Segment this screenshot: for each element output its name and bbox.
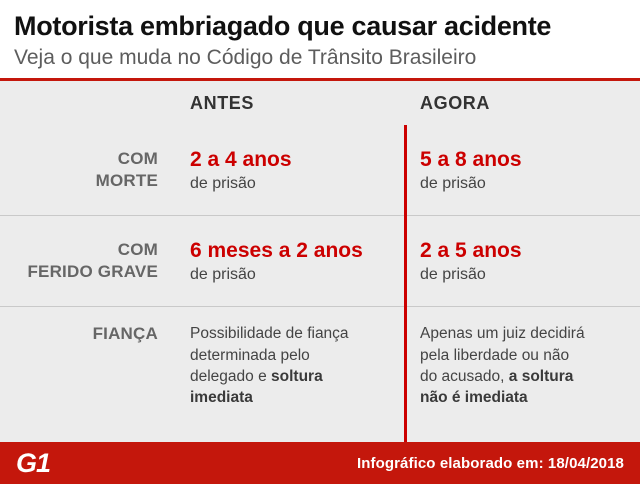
table-row-fianca: FIANÇA Possibilidade de fiança determina… <box>0 307 640 442</box>
row-label-fianca: FIANÇA <box>92 324 158 344</box>
agora-cell-com-ferido-grave: 2 a 5 anos de prisão <box>404 239 640 284</box>
agora-column-divider-line <box>404 125 407 443</box>
row-label-com-morte: COM MORTE <box>95 149 158 191</box>
before-value: 6 meses a 2 anos <box>190 238 363 262</box>
antes-cell-com-morte: 2 a 4 anos de prisão <box>178 148 404 193</box>
agora-cell-fianca: Apenas um juiz decidirá pela liberdade o… <box>404 323 640 409</box>
after-value: 2 a 5 anos <box>420 238 522 262</box>
antes-cell-fianca: Possibilidade de fiança determinada pelo… <box>178 323 404 409</box>
bottom-strip <box>0 484 640 497</box>
comparison-table: ANTES AGORA COM MORTE 2 a 4 anos de pris… <box>0 81 640 443</box>
agora-cell-com-morte: 5 a 8 anos de prisão <box>404 148 640 193</box>
column-header-agora: AGORA <box>420 92 490 113</box>
after-value: 5 a 8 anos <box>420 147 522 171</box>
antes-cell-com-ferido-grave: 6 meses a 2 anos de prisão <box>178 239 404 284</box>
column-header-antes: ANTES <box>190 92 255 113</box>
table-header-row: ANTES AGORA <box>0 81 640 125</box>
row-divider <box>0 306 640 308</box>
after-sub: de prisão <box>420 174 486 192</box>
table-row-com-morte: COM MORTE 2 a 4 anos de prisão 5 a 8 ano… <box>0 125 640 215</box>
footer-bar: G1 Infográfico elaborado em: 18/04/2018 <box>0 442 640 485</box>
table-row-com-ferido-grave: COM FERIDO GRAVE 6 meses a 2 anos de pri… <box>0 216 640 306</box>
row-divider <box>0 215 640 217</box>
page-title: Motorista embriagado que causar acidente <box>14 11 552 41</box>
before-description-bold: soltura imediata <box>190 368 323 407</box>
before-value: 2 a 4 anos <box>190 147 292 171</box>
after-description-bold: a soltura não é imediata <box>420 368 574 407</box>
before-description: Possibilidade de fiança determinada pelo… <box>190 323 358 409</box>
page-subtitle: Veja o que muda no Código de Trânsito Br… <box>14 46 477 70</box>
before-sub: de prisão <box>190 265 256 283</box>
after-description: Apenas um juiz decidirá pela liberdade o… <box>420 323 588 409</box>
after-sub: de prisão <box>420 265 486 283</box>
before-description-text: Possibilidade de fiança determinada pelo… <box>190 325 349 386</box>
row-label-com-ferido-grave: COM FERIDO GRAVE <box>27 240 158 282</box>
footer-note: Infográfico elaborado em: 18/04/2018 <box>356 454 624 472</box>
before-sub: de prisão <box>190 174 256 192</box>
after-description-text: Apenas um juiz decidirá pela liberdade o… <box>420 325 585 386</box>
header: Motorista embriagado que causar acidente… <box>0 0 640 82</box>
g1-logo: G1 <box>16 447 51 478</box>
